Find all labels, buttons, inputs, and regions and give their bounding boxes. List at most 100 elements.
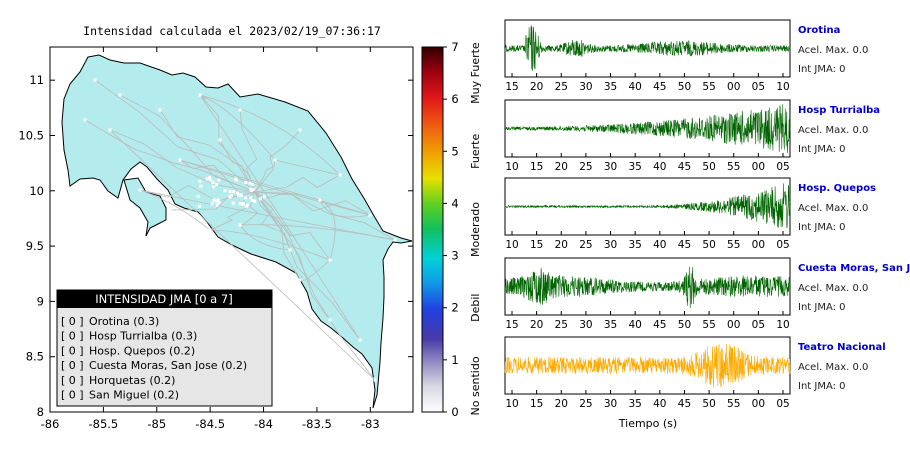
seismogram-tick-label: 05 <box>776 398 789 410</box>
station-int-jma: Int JMA: 0 <box>798 381 846 392</box>
station-name: Hosp Turrialba <box>798 105 880 116</box>
seismogram-tick-label: 25 <box>555 81 568 93</box>
station-acel-max: Acel. Max. 0.0 <box>798 203 868 214</box>
seismogram-tick-label: 00 <box>752 161 765 173</box>
seismogram-tick-label: 50 <box>678 81 691 93</box>
seismogram-tick-label: 55 <box>702 319 715 331</box>
road-line <box>159 109 256 193</box>
road-line <box>109 129 376 381</box>
town-marker <box>246 203 250 207</box>
town-marker <box>93 78 97 82</box>
map-x-tick-label: -86 <box>41 417 60 431</box>
seismogram-tick-label: 10 <box>776 319 789 331</box>
legend-item-name: Hosp Turrialba (0.3) <box>89 330 197 343</box>
road-line <box>239 224 291 251</box>
colorbar-gradient <box>421 46 444 413</box>
legend-item-level: [ 0 ] <box>61 330 84 343</box>
road-line <box>109 129 256 193</box>
town-marker <box>241 202 245 206</box>
town-marker <box>228 189 232 193</box>
seismogram-tick-label: 50 <box>702 239 715 251</box>
town-marker <box>244 180 248 184</box>
seismogram-tick-label: 15 <box>530 161 543 173</box>
colorbar-category-label: Fuerte <box>469 134 482 169</box>
seismogram-tick-label: 15 <box>505 81 518 93</box>
colorbar-tick-label: 6 <box>451 92 458 106</box>
seismogram-tick-label: 40 <box>653 398 666 410</box>
seismogram-tick-label: 40 <box>653 239 666 251</box>
station-name: Orotina <box>798 25 840 36</box>
road-line <box>319 199 371 218</box>
seismogram-tick-label: 55 <box>727 239 740 251</box>
seismogram-waveform <box>504 343 791 388</box>
road-line <box>179 159 371 216</box>
legend-item-name: San Miguel (0.2) <box>89 389 179 402</box>
seismogram-tick-label: 05 <box>752 81 765 93</box>
seismogram-waveform <box>504 183 791 229</box>
town-marker <box>205 177 209 181</box>
road-line <box>254 191 331 321</box>
seismogram-tick-label: 05 <box>776 161 789 173</box>
town-marker <box>393 238 397 242</box>
seismogram-tick-label: 20 <box>555 398 568 410</box>
map-x-tick-label: -85 <box>147 417 166 431</box>
seismogram-tick-label: 20 <box>555 161 568 173</box>
colorbar-labels: No sentido Debil Moderado Fuerte Muy Fuerte <box>469 42 482 415</box>
town-marker <box>244 196 248 200</box>
seismogram-tick-label: 00 <box>752 239 765 251</box>
road-line <box>274 159 341 176</box>
town-marker <box>215 203 219 207</box>
road-line <box>254 191 396 241</box>
station-int-jma: Int JMA: 0 <box>798 64 846 75</box>
town-marker <box>178 158 182 162</box>
road-line <box>84 119 256 193</box>
legend-item-level: [ 0 ] <box>61 374 84 387</box>
town-marker <box>198 93 202 97</box>
town-markers <box>83 78 397 382</box>
town-marker <box>168 208 172 212</box>
seismogram-2: 10 15 20 25 30 35 40 45 50 55 00 05 Hosp Turrialba Ac… <box>504 99 880 173</box>
town-marker <box>258 197 262 201</box>
legend-items: [ 0 ] Orotina (0.3) [ 0 ] Hosp Turrialba (0… <box>61 315 247 402</box>
seismogram-5: 10 15 20 25 30 35 40 45 50 55 00 05 Teatro Nacional A… <box>504 336 886 410</box>
seismogram-tick-label: 45 <box>678 239 691 251</box>
colorbar-category-label: Debil <box>469 294 482 322</box>
town-marker <box>217 200 221 204</box>
seismogram-tick-label: 20 <box>530 319 543 331</box>
seismogram-tick-label: 35 <box>604 81 617 93</box>
colorbar-tick-label: 0 <box>451 405 458 419</box>
time-axis-label: Tiempo (s) <box>618 417 677 430</box>
legend-item-name: Orotina (0.3) <box>89 315 159 328</box>
map-x-axis: -86 -85.5 -85 -84.5 -84 -83.5 -83 <box>41 47 380 431</box>
town-marker <box>249 187 253 191</box>
intensity-colorbar: 0 1 2 3 4 5 6 7 No sentido Debil Moderado Fuerte Mu… <box>421 40 482 419</box>
road-line <box>254 191 376 381</box>
legend-title: INTENSIDAD JMA [0 a 7] <box>95 292 232 306</box>
town-marker <box>236 193 240 197</box>
town-marker <box>196 194 200 198</box>
station-acel-max: Acel. Max. 0.0 <box>798 125 868 136</box>
road-line <box>139 189 211 231</box>
colorbar-ticks: 0 1 2 3 4 5 6 7 <box>443 40 459 419</box>
seismogram-tick-label: 40 <box>653 161 666 173</box>
seismogram-tick-label: 35 <box>628 239 641 251</box>
map-y-tick-label: 11 <box>29 73 44 87</box>
seismogram-tick-label: 00 <box>727 319 740 331</box>
seismogram-4: 15 20 25 30 35 40 45 50 55 00 05 10 Cuesta Moras, Sa… <box>504 257 910 331</box>
town-marker <box>198 179 202 183</box>
map-x-tick-label: -83 <box>361 417 380 431</box>
town-marker <box>328 318 332 322</box>
road-line <box>94 79 256 193</box>
town-marker <box>273 158 277 162</box>
road-line <box>179 159 371 216</box>
seismogram-3: 10 15 20 25 30 35 40 45 50 55 00 05 Hosp. Quepos Acel… <box>504 177 876 251</box>
map-x-tick-label: -84 <box>254 417 273 431</box>
seismogram-tick-label: 30 <box>579 319 592 331</box>
seismogram-tick-label: 20 <box>555 239 568 251</box>
town-marker <box>238 108 242 112</box>
road-line <box>199 94 276 161</box>
map-y-tick-label: 9.5 <box>26 239 44 253</box>
town-marker <box>234 178 238 182</box>
road-line <box>199 94 206 100</box>
map-x-tick-label: -84.5 <box>195 417 225 431</box>
